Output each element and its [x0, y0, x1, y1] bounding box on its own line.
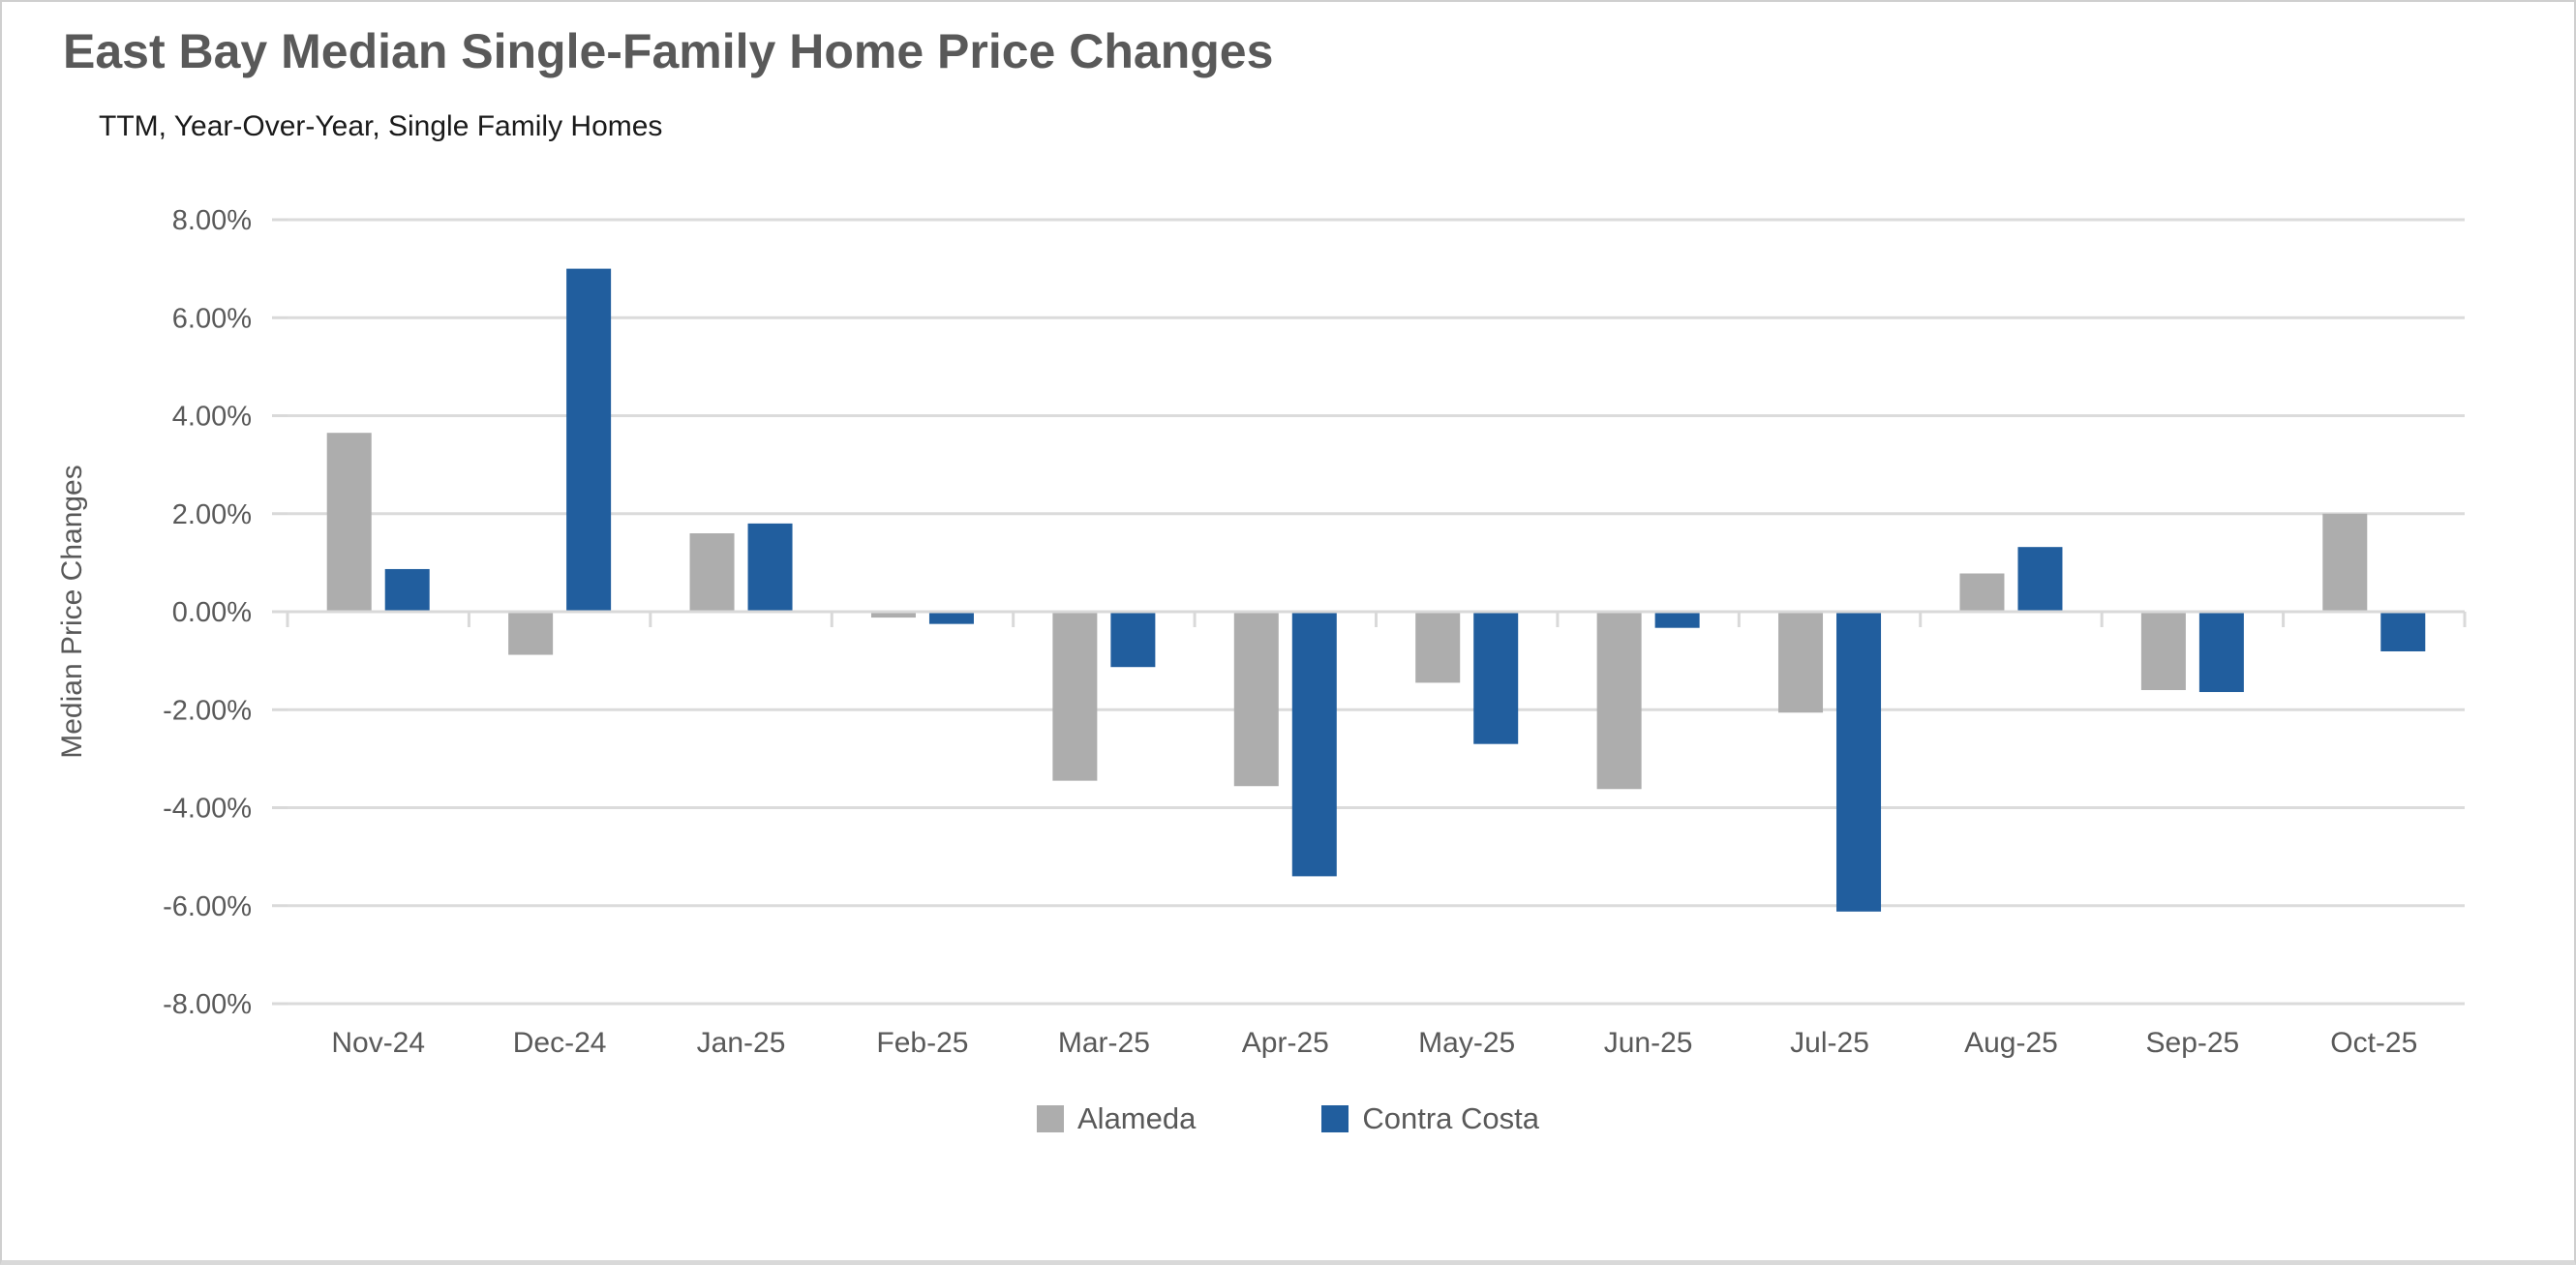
- bar-contra-costa-oct-25: [2380, 612, 2426, 652]
- x-tick-label: Oct-25: [2330, 1027, 2417, 1059]
- y-tick-label: 2.00%: [172, 499, 252, 530]
- bar-alameda-mar-25: [1052, 612, 1098, 781]
- bar-alameda-sep-25: [2140, 612, 2186, 690]
- x-tick-label: Aug-25: [1964, 1027, 2058, 1059]
- y-tick-label: -6.00%: [163, 891, 252, 922]
- bar-contra-costa-jan-25: [747, 523, 793, 612]
- legend: Alameda Contra Costa: [2, 1101, 2574, 1136]
- y-tick-label: 8.00%: [172, 205, 252, 236]
- legend-label-alameda: Alameda: [1077, 1101, 1197, 1135]
- bar-alameda-apr-25: [1233, 612, 1279, 787]
- bar-contra-costa-nov-24: [384, 568, 430, 612]
- legend-item-contra-costa: Contra Costa: [1321, 1101, 1539, 1136]
- bar-contra-costa-feb-25: [928, 612, 974, 624]
- x-tick-label: Nov-24: [331, 1027, 425, 1059]
- bar-alameda-aug-25: [1959, 573, 2005, 612]
- x-tick-label: Mar-25: [1058, 1027, 1150, 1059]
- bar-contra-costa-sep-25: [2198, 612, 2244, 693]
- legend-swatch-alameda-icon: [1037, 1105, 1064, 1132]
- x-tick-label: Jan-25: [697, 1027, 786, 1059]
- y-tick-label: 6.00%: [172, 303, 252, 334]
- x-tick-label: Feb-25: [876, 1027, 968, 1059]
- legend-item-alameda: Alameda: [1037, 1101, 1196, 1136]
- bar-alameda-jan-25: [689, 533, 735, 612]
- bar-alameda-feb-25: [870, 612, 916, 618]
- chart-title: East Bay Median Single-Family Home Price…: [63, 24, 1274, 78]
- y-tick-label: 4.00%: [172, 402, 252, 433]
- bar-contra-costa-aug-25: [2017, 547, 2063, 612]
- bar-alameda-jul-25: [1778, 612, 1824, 713]
- x-tick-label: Dec-24: [513, 1027, 607, 1059]
- bar-alameda-oct-25: [2322, 513, 2368, 612]
- bar-contra-costa-jun-25: [1654, 612, 1700, 628]
- x-tick-label: Jul-25: [1790, 1027, 1869, 1059]
- chart-subtitle: TTM, Year-Over-Year, Single Family Homes: [99, 110, 663, 142]
- y-tick-label: -4.00%: [163, 794, 252, 825]
- x-tick-label: Jun-25: [1604, 1027, 1693, 1059]
- bar-alameda-may-25: [1415, 612, 1461, 683]
- bar-alameda-dec-24: [508, 612, 554, 655]
- bar-contra-costa-may-25: [1473, 612, 1519, 744]
- x-tick-label: Sep-25: [2146, 1027, 2240, 1059]
- y-tick-label: -8.00%: [163, 989, 252, 1020]
- x-tick-label: May-25: [1418, 1027, 1515, 1059]
- y-tick-label: 0.00%: [172, 597, 252, 628]
- bar-alameda-nov-24: [326, 433, 372, 612]
- y-tick-label: -2.00%: [163, 695, 252, 726]
- legend-swatch-contra-costa-icon: [1321, 1105, 1349, 1132]
- bar-contra-costa-apr-25: [1291, 612, 1337, 877]
- bar-contra-costa-mar-25: [1110, 612, 1156, 668]
- x-tick-label: Apr-25: [1242, 1027, 1329, 1059]
- bar-contra-costa-dec-24: [566, 268, 612, 612]
- bar-contra-costa-jul-25: [1836, 612, 1882, 912]
- legend-label-contra-costa: Contra Costa: [1362, 1101, 1539, 1135]
- bar-alameda-jun-25: [1596, 612, 1642, 790]
